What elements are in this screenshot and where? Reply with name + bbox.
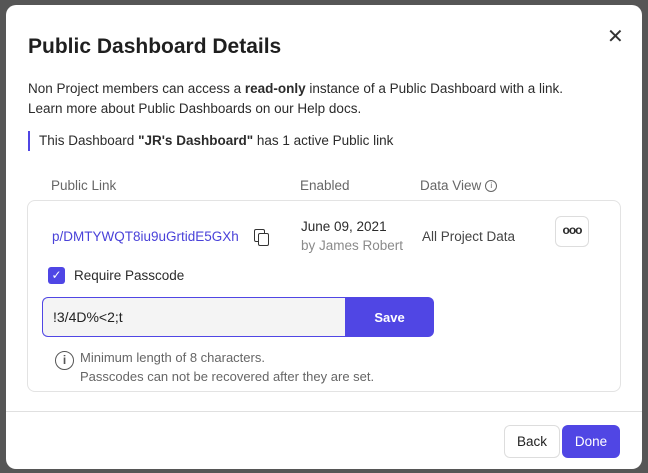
active-links-note: This Dashboard "JR's Dashboard" has 1 ac… [28, 131, 393, 151]
save-button[interactable]: Save [345, 297, 434, 337]
hint-recovery: Passcodes can not be recovered after the… [80, 369, 375, 384]
header-data-view-label: Data View [420, 178, 482, 193]
hint-min-length: Minimum length of 8 characters. [80, 350, 265, 365]
data-view-value: All Project Data [422, 229, 516, 244]
header-enabled: Enabled [300, 178, 350, 193]
header-public-link: Public Link [51, 178, 117, 193]
public-link-card: p/DMTYWQT8iu9uGrtidE5GXh June 09, 2021 b… [27, 200, 621, 392]
intro-part2: instance of a Public Dashboard with a li… [305, 81, 563, 96]
footer-divider [6, 411, 642, 412]
intro-text: Non Project members can access a read-on… [28, 79, 563, 119]
help-docs-text: Learn more about Public Dashboards on ou… [28, 101, 362, 116]
close-icon[interactable]: ✕ [607, 26, 624, 48]
public-dashboard-dialog: Public Dashboard Details ✕ Non Project m… [6, 5, 642, 469]
intro-bold: read-only [244, 81, 306, 96]
info-icon: i [55, 351, 74, 370]
public-link[interactable]: p/DMTYWQT8iu9uGrtidE5GXh [52, 229, 239, 244]
note-part1: This Dashboard [39, 133, 139, 148]
enabled-date: June 09, 2021 [301, 219, 387, 234]
copy-icon[interactable] [254, 229, 269, 246]
passcode-input[interactable] [42, 297, 345, 337]
dashboard-name: "JR's Dashboard" [138, 133, 254, 148]
dialog-title: Public Dashboard Details [28, 35, 282, 58]
passcode-hint: Minimum length of 8 characters. Passcodes… [80, 348, 374, 386]
header-data-view: Data View i [420, 178, 498, 193]
more-options-button[interactable]: ooo [555, 216, 589, 247]
require-passcode-label: Require Passcode [74, 268, 185, 283]
intro-part1: Non Project members can access a [28, 81, 245, 96]
enabled-by: by James Robert [301, 238, 404, 253]
note-part2: has 1 active Public link [253, 133, 394, 148]
done-button[interactable]: Done [562, 425, 620, 458]
info-icon[interactable]: i [485, 180, 498, 192]
back-button[interactable]: Back [504, 425, 560, 458]
require-passcode-checkbox[interactable]: ✓ [48, 267, 65, 284]
